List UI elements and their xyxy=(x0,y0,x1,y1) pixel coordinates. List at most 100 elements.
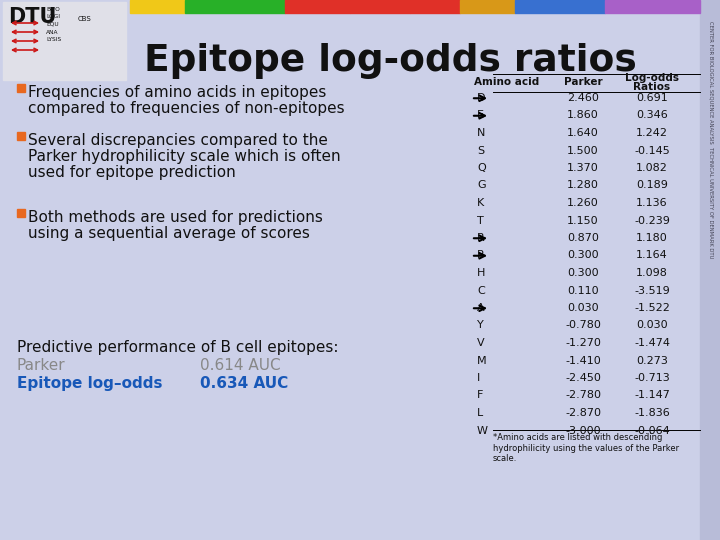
Text: D: D xyxy=(477,93,485,103)
Text: -2.870: -2.870 xyxy=(565,408,601,418)
Text: Amino acid: Amino acid xyxy=(474,77,539,87)
Text: -1.836: -1.836 xyxy=(634,408,670,418)
Text: -1.270: -1.270 xyxy=(565,338,601,348)
Text: used for epitope prediction: used for epitope prediction xyxy=(28,165,235,180)
Bar xyxy=(700,0,720,540)
Text: 0.691: 0.691 xyxy=(636,93,668,103)
Text: -1.522: -1.522 xyxy=(634,303,670,313)
Text: -0.713: -0.713 xyxy=(634,373,670,383)
Text: CBS: CBS xyxy=(78,16,91,22)
Text: -2.450: -2.450 xyxy=(565,373,601,383)
Text: 1.098: 1.098 xyxy=(636,268,668,278)
Text: G: G xyxy=(477,180,485,191)
Text: 0.346: 0.346 xyxy=(636,111,668,120)
Text: 1.500: 1.500 xyxy=(567,145,599,156)
Text: Epitope log–odds: Epitope log–odds xyxy=(17,376,163,391)
Text: BIFO: BIFO xyxy=(46,7,60,12)
Text: Several discrepancies compared to the: Several discrepancies compared to the xyxy=(28,133,328,148)
Text: Ratios: Ratios xyxy=(634,82,670,92)
Text: 1.164: 1.164 xyxy=(636,251,668,260)
Text: -1.147: -1.147 xyxy=(634,390,670,401)
Text: 0.300: 0.300 xyxy=(567,251,599,260)
Bar xyxy=(17,132,25,140)
Text: 0.300: 0.300 xyxy=(567,268,599,278)
Bar xyxy=(17,84,25,92)
Text: -1.474: -1.474 xyxy=(634,338,670,348)
Text: N: N xyxy=(477,128,485,138)
Text: 1.640: 1.640 xyxy=(567,128,599,138)
Text: A: A xyxy=(477,303,485,313)
Text: V: V xyxy=(477,338,485,348)
Text: W: W xyxy=(477,426,488,435)
Bar xyxy=(460,0,515,13)
Text: S: S xyxy=(477,145,484,156)
Text: 0.634 AUC: 0.634 AUC xyxy=(200,376,288,391)
Bar xyxy=(185,0,285,13)
Text: -0.239: -0.239 xyxy=(634,215,670,226)
Text: M: M xyxy=(477,355,487,366)
Text: 0.273: 0.273 xyxy=(636,355,668,366)
Bar xyxy=(410,0,460,13)
Text: -0.064: -0.064 xyxy=(634,426,670,435)
Text: T: T xyxy=(477,215,484,226)
Bar xyxy=(3,2,126,80)
Bar xyxy=(605,0,700,13)
Text: -3.519: -3.519 xyxy=(634,286,670,295)
Text: 1.082: 1.082 xyxy=(636,163,668,173)
Text: ANA: ANA xyxy=(46,30,58,35)
Text: 1.280: 1.280 xyxy=(567,180,599,191)
Text: EQU: EQU xyxy=(46,22,58,27)
Text: 1.242: 1.242 xyxy=(636,128,668,138)
Text: 0.030: 0.030 xyxy=(636,321,668,330)
Text: E: E xyxy=(477,111,484,120)
Text: 1.260: 1.260 xyxy=(567,198,599,208)
Text: -2.780: -2.780 xyxy=(565,390,601,401)
Text: 0.189: 0.189 xyxy=(636,180,668,191)
Text: 0.870: 0.870 xyxy=(567,233,599,243)
Bar xyxy=(515,0,605,13)
Text: 1.860: 1.860 xyxy=(567,111,599,120)
Bar xyxy=(350,0,410,13)
Text: Parker: Parker xyxy=(564,77,603,87)
Text: Frequencies of amino acids in epitopes: Frequencies of amino acids in epitopes xyxy=(28,85,326,100)
Text: P: P xyxy=(477,251,484,260)
Text: DTU: DTU xyxy=(8,7,56,27)
Text: using a sequential average of scores: using a sequential average of scores xyxy=(28,226,310,241)
Text: -3.000: -3.000 xyxy=(565,426,600,435)
Text: 0.030: 0.030 xyxy=(567,303,599,313)
Text: Predictive performance of B cell epitopes:: Predictive performance of B cell epitope… xyxy=(17,340,338,355)
Text: LOGI: LOGI xyxy=(46,15,60,19)
Text: H: H xyxy=(477,268,485,278)
Text: 0.614 AUC: 0.614 AUC xyxy=(200,358,281,373)
Text: 1.150: 1.150 xyxy=(567,215,599,226)
Text: CENTER FOR BIOLOGICAL SEQUENCE ANALYSIS  TECHNICAL UNIVERSITY OF DENMARK DTU: CENTER FOR BIOLOGICAL SEQUENCE ANALYSIS … xyxy=(708,21,714,259)
Text: I: I xyxy=(477,373,480,383)
Text: Both methods are used for predictions: Both methods are used for predictions xyxy=(28,210,323,225)
Text: *Amino acids are listed with descending
hydrophilicity using the values of the P: *Amino acids are listed with descending … xyxy=(493,434,679,463)
Text: Y: Y xyxy=(477,321,484,330)
Text: 1.370: 1.370 xyxy=(567,163,599,173)
Text: 2.460: 2.460 xyxy=(567,93,599,103)
Text: C: C xyxy=(477,286,485,295)
Text: -0.145: -0.145 xyxy=(634,145,670,156)
Text: 1.180: 1.180 xyxy=(636,233,668,243)
Text: L: L xyxy=(477,408,483,418)
Bar xyxy=(17,209,25,217)
Text: Parker: Parker xyxy=(17,358,66,373)
Text: 1.136: 1.136 xyxy=(636,198,668,208)
Text: R: R xyxy=(477,233,485,243)
Text: LYSIS: LYSIS xyxy=(46,37,61,42)
Text: -1.410: -1.410 xyxy=(565,355,601,366)
Text: Epitope log-odds ratios: Epitope log-odds ratios xyxy=(143,43,636,79)
Bar xyxy=(3,2,126,80)
Text: 0.110: 0.110 xyxy=(567,286,599,295)
Text: Parker hydrophilicity scale which is often: Parker hydrophilicity scale which is oft… xyxy=(28,149,341,164)
Text: Q: Q xyxy=(477,163,486,173)
Text: K: K xyxy=(477,198,485,208)
Bar xyxy=(285,0,350,13)
Text: F: F xyxy=(477,390,483,401)
Text: compared to frequencies of non-epitopes: compared to frequencies of non-epitopes xyxy=(28,101,345,116)
Text: -0.780: -0.780 xyxy=(565,321,601,330)
Bar xyxy=(130,0,185,13)
Text: Log-odds: Log-odds xyxy=(625,73,679,83)
